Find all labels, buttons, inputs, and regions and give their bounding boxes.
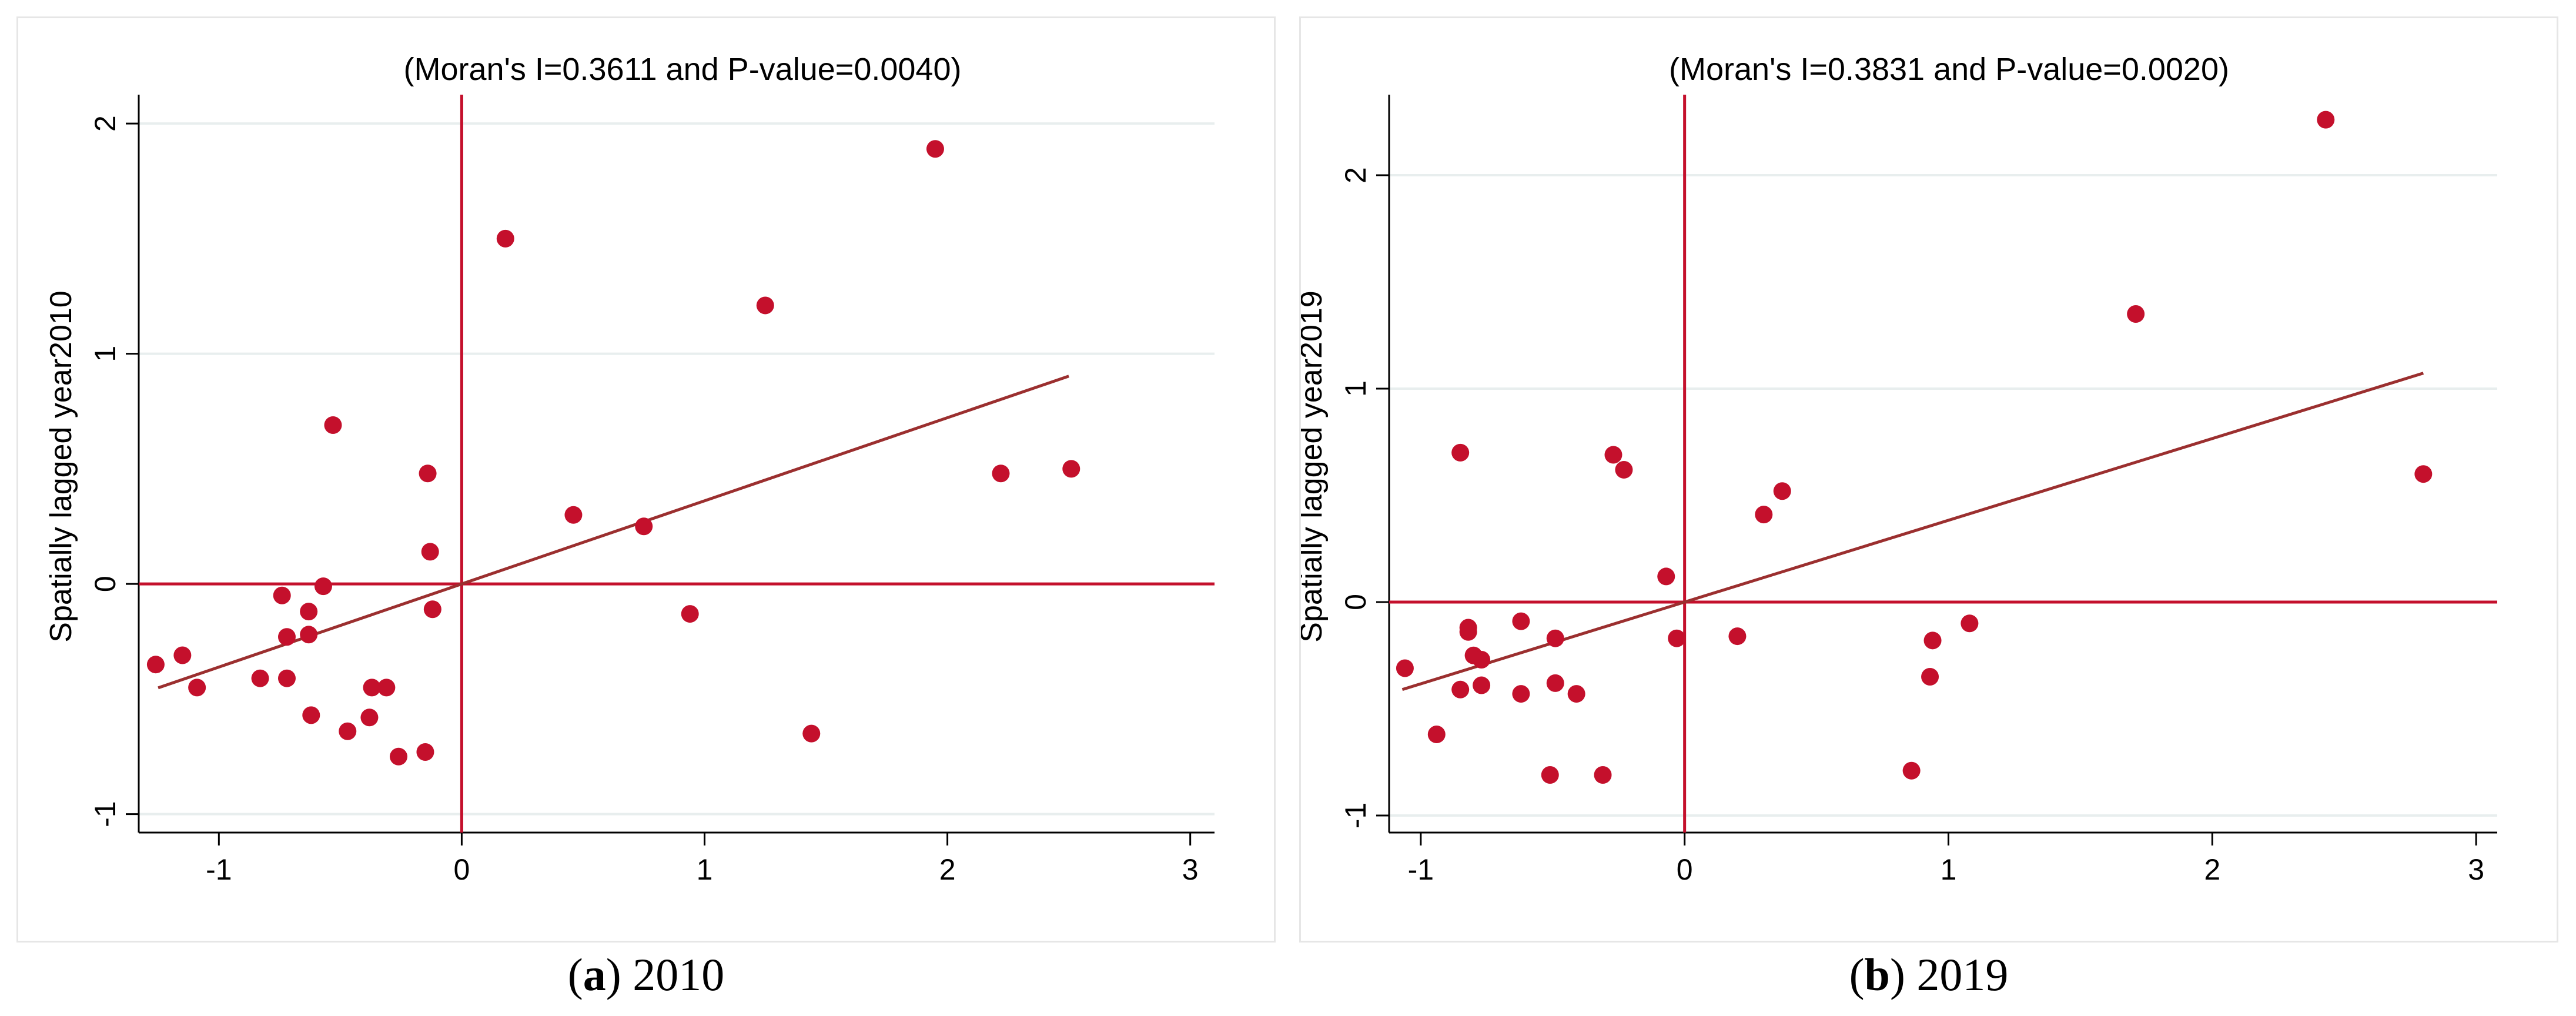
y-tick-label: 2 — [89, 115, 122, 132]
data-point — [421, 543, 439, 561]
data-point — [300, 626, 318, 644]
data-point — [277, 669, 296, 687]
data-point — [1567, 685, 1585, 703]
data-point — [1755, 506, 1773, 524]
caption-year: 2019 — [1916, 949, 2009, 1000]
chart-title: (Moran's I=0.3831 and P-value=0.0020) — [1669, 52, 2229, 87]
data-point — [1427, 726, 1446, 744]
x-tick-label: 2 — [939, 853, 956, 886]
x-tick-label: 0 — [1677, 853, 1693, 886]
data-point — [1921, 668, 1939, 686]
data-point — [273, 586, 291, 604]
data-point — [1546, 629, 1564, 647]
data-point — [324, 416, 342, 435]
data-point — [173, 646, 192, 664]
data-point — [1541, 766, 1559, 784]
data-point — [188, 679, 206, 697]
data-point — [300, 603, 318, 621]
data-point — [1668, 629, 1686, 647]
x-tick-label: 1 — [697, 853, 713, 886]
data-point — [251, 669, 269, 687]
data-point — [302, 706, 320, 724]
data-point — [1473, 676, 1491, 694]
caption-letter: b — [1864, 949, 1890, 1000]
data-point — [314, 577, 332, 596]
data-point — [390, 747, 408, 766]
y-tick-label: 2 — [1339, 167, 1372, 183]
data-point — [1512, 612, 1530, 630]
data-point — [416, 743, 434, 761]
chart-title: (Moran's I=0.3611 and P-value=0.0040) — [404, 52, 962, 87]
y-tick-label: 1 — [89, 346, 122, 362]
scatter-panel-2019: -1 0 1 2 -1 0 1 2 3 (Moran's I=0.3831 and P-value… — [1299, 16, 2558, 943]
data-point — [496, 229, 514, 248]
data-point — [339, 722, 357, 740]
y-tick-label: 1 — [1339, 380, 1372, 397]
data-point — [1546, 674, 1564, 692]
y-tick-label: -1 — [89, 801, 122, 827]
y-axis-label: Spatially lagged year2010 — [44, 290, 78, 642]
data-point — [2317, 111, 2335, 129]
data-point — [2127, 305, 2145, 323]
data-point — [2414, 465, 2433, 483]
data-point — [756, 296, 774, 315]
data-point — [419, 464, 437, 483]
fit-line — [1401, 372, 2424, 691]
x-tick-label: 3 — [1182, 853, 1199, 886]
data-point — [377, 679, 396, 697]
x-tick-label: 3 — [2468, 853, 2484, 886]
x-tick-label: 2 — [2204, 853, 2220, 886]
data-point — [564, 506, 583, 524]
data-point — [1773, 482, 1791, 500]
data-point — [1604, 446, 1622, 464]
data-point — [146, 656, 165, 674]
data-point — [1473, 650, 1491, 669]
y-axis-label: Spatially lagged year2019 — [1301, 290, 1329, 642]
data-point — [1728, 627, 1747, 646]
data-point — [1902, 761, 1921, 780]
data-point — [1923, 631, 1942, 650]
data-point — [363, 679, 381, 697]
data-point — [926, 140, 944, 158]
caption-letter: a — [583, 949, 606, 1000]
data-point — [277, 628, 296, 646]
x-tick-label: -1 — [1408, 853, 1434, 886]
caption-year: 2010 — [633, 949, 725, 1000]
data-point — [992, 464, 1010, 483]
moran-scatter-2019: -1 0 1 2 -1 0 1 2 3 (Moran's I=0.3831 and P-value… — [1301, 52, 2497, 886]
data-point — [423, 600, 441, 619]
data-point — [681, 605, 699, 623]
y-tick-label: -1 — [1339, 803, 1372, 828]
data-point — [1594, 766, 1612, 784]
data-point — [1657, 567, 1675, 586]
data-point — [1512, 685, 1530, 703]
data-point — [1961, 614, 1979, 633]
data-point — [1451, 680, 1470, 698]
x-tick-label: 0 — [454, 853, 470, 886]
caption-2019: (b) 2019 — [1849, 949, 2009, 1000]
data-point — [360, 708, 379, 727]
data-point — [802, 724, 821, 743]
caption-2010: (a) 2010 — [567, 949, 725, 1000]
moran-scatter-2010: -1 0 1 2 -1 0 1 2 3 (Moran's I=0.3611 and P-value… — [44, 52, 1215, 886]
x-tick-label: -1 — [206, 853, 232, 886]
data-point — [1451, 443, 1470, 462]
data-point — [1062, 460, 1080, 478]
x-tick-label: 1 — [1941, 853, 1957, 886]
data-point — [1459, 623, 1477, 641]
data-point — [1615, 460, 1633, 479]
fit-line — [158, 375, 1069, 690]
y-tick-label: 0 — [89, 576, 122, 592]
y-tick-label: 0 — [1339, 594, 1372, 610]
data-point — [635, 517, 653, 536]
data-point — [1396, 659, 1414, 677]
scatter-panel-2010: -1 0 1 2 -1 0 1 2 3 (Moran's I=0.3611 and P-value… — [16, 16, 1276, 943]
